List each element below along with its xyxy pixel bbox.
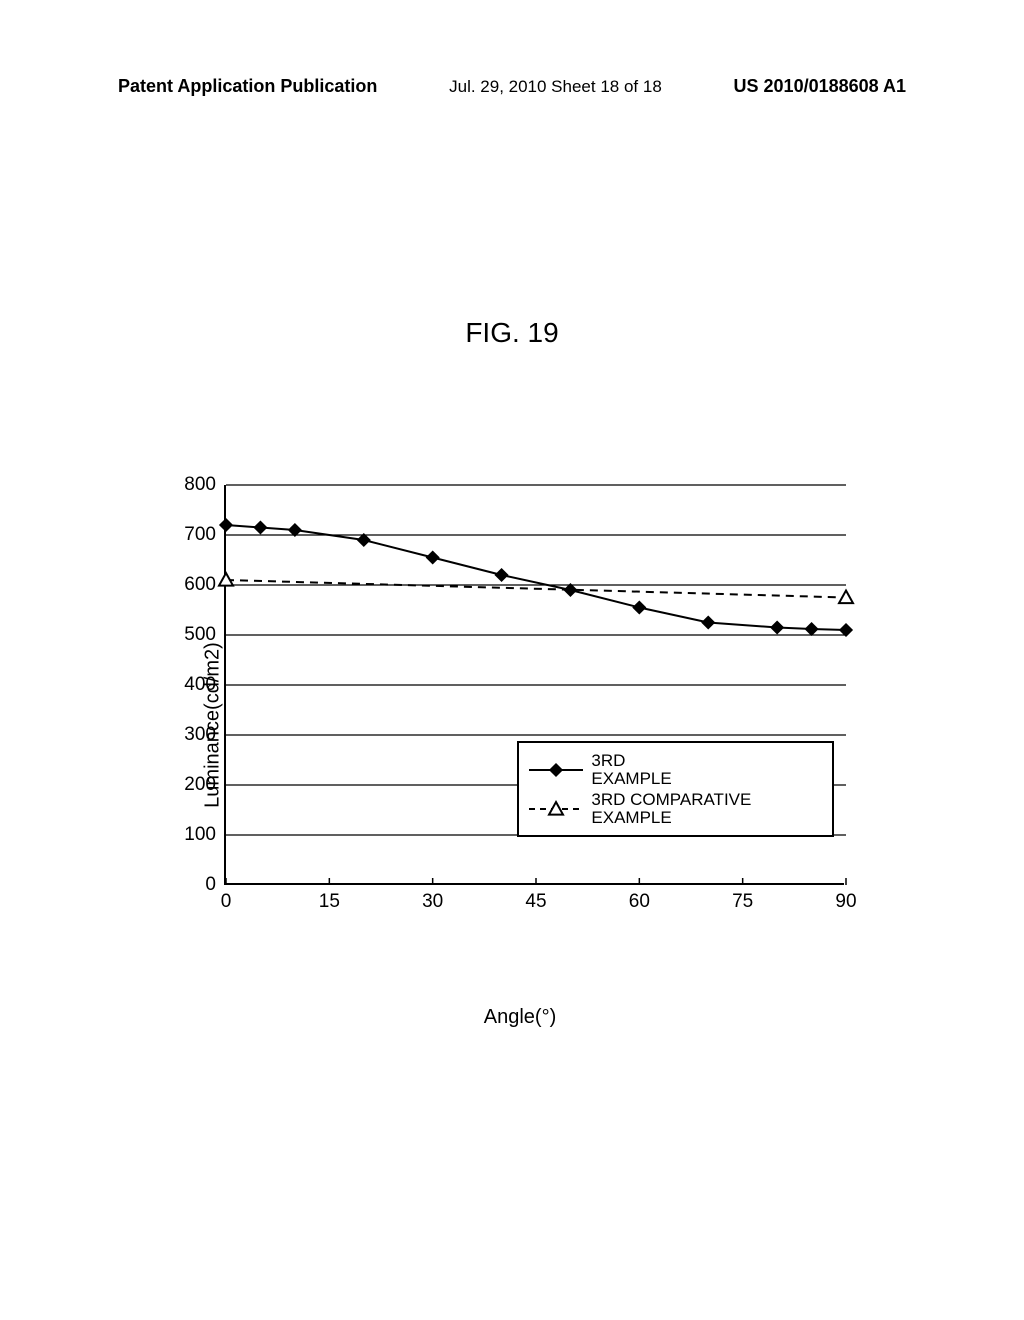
x-tick-label: 75 — [732, 891, 753, 913]
chart-legend: 3RD EXAMPLE3RD COMPARATIVE EXAMPLE — [517, 741, 833, 837]
legend-label: 3RD EXAMPLE — [591, 752, 671, 788]
x-tick-label: 15 — [319, 891, 340, 913]
y-tick-label: 100 — [184, 824, 216, 846]
x-tick-label: 90 — [835, 891, 856, 913]
y-tick-label: 700 — [184, 524, 216, 546]
x-axis-label: Angle(°) — [484, 1006, 556, 1029]
patent-header: Patent Application Publication Jul. 29, … — [0, 0, 1024, 97]
legend-sample — [529, 799, 583, 819]
plot-area: 3RD EXAMPLE3RD COMPARATIVE EXAMPLE 01002… — [224, 485, 844, 885]
x-tick-label: 0 — [221, 891, 232, 913]
y-tick-label: 400 — [184, 674, 216, 696]
header-center: Jul. 29, 2010 Sheet 18 of 18 — [449, 77, 662, 97]
x-tick-label: 30 — [422, 891, 443, 913]
y-tick-label: 200 — [184, 774, 216, 796]
y-tick-label: 500 — [184, 624, 216, 646]
luminance-angle-chart: Luminance(cd/m2) 3RD EXAMPLE3RD COMPARAT… — [160, 485, 880, 965]
x-tick-label: 60 — [629, 891, 650, 913]
y-tick-label: 300 — [184, 724, 216, 746]
header-left: Patent Application Publication — [118, 76, 377, 97]
y-tick-label: 600 — [184, 574, 216, 596]
y-tick-label: 800 — [184, 474, 216, 496]
x-tick-label: 45 — [525, 891, 546, 913]
header-right: US 2010/0188608 A1 — [734, 76, 906, 97]
legend-label: 3RD COMPARATIVE EXAMPLE — [591, 791, 751, 827]
legend-item: 3RD EXAMPLE — [529, 752, 821, 788]
legend-sample — [529, 760, 583, 780]
figure-title: FIG. 19 — [0, 317, 1024, 349]
legend-item: 3RD COMPARATIVE EXAMPLE — [529, 791, 821, 827]
y-tick-label: 0 — [205, 874, 216, 896]
